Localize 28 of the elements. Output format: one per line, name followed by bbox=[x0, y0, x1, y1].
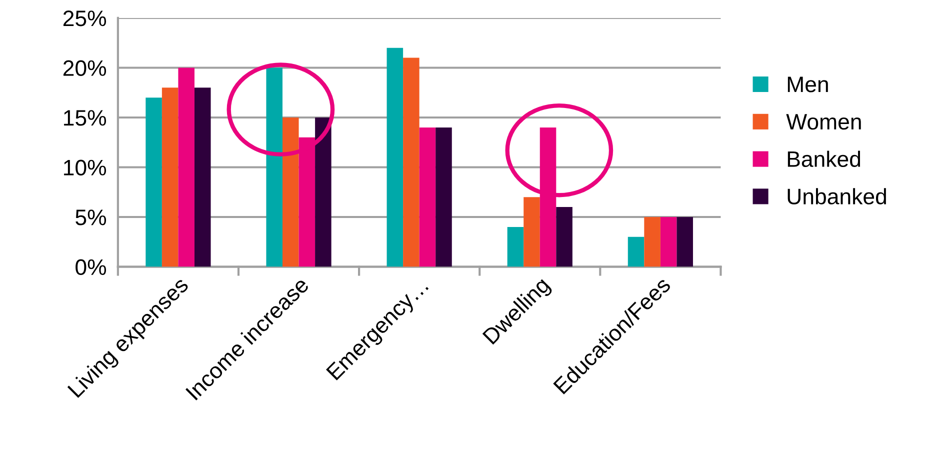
y-tick-label: 0% bbox=[76, 259, 106, 276]
legend-label: Unbanked bbox=[788, 188, 886, 204]
bar bbox=[644, 217, 660, 267]
bar bbox=[266, 68, 282, 267]
bar bbox=[676, 217, 693, 267]
bar bbox=[660, 217, 677, 267]
bar bbox=[386, 48, 404, 267]
y-tick-label: 25% bbox=[63, 10, 106, 26]
bar bbox=[419, 127, 436, 267]
bar bbox=[403, 58, 420, 267]
y-tick-label: 5% bbox=[76, 210, 106, 226]
legend-label: Women bbox=[786, 114, 861, 130]
y-tick-label: 15% bbox=[64, 110, 106, 126]
bar bbox=[162, 88, 178, 267]
bar bbox=[146, 98, 162, 267]
bar bbox=[282, 117, 299, 267]
bar bbox=[628, 236, 644, 267]
bar bbox=[524, 197, 540, 267]
legend-label: Banked bbox=[788, 150, 860, 168]
bar bbox=[194, 88, 211, 267]
bar bbox=[556, 207, 572, 267]
y-tick-label: 10% bbox=[64, 160, 106, 176]
bar bbox=[315, 117, 332, 267]
bar bbox=[436, 127, 452, 267]
bar bbox=[178, 68, 194, 267]
bar bbox=[507, 226, 524, 267]
legend-label: Men bbox=[788, 76, 828, 92]
y-tick-label: 20% bbox=[63, 60, 106, 76]
